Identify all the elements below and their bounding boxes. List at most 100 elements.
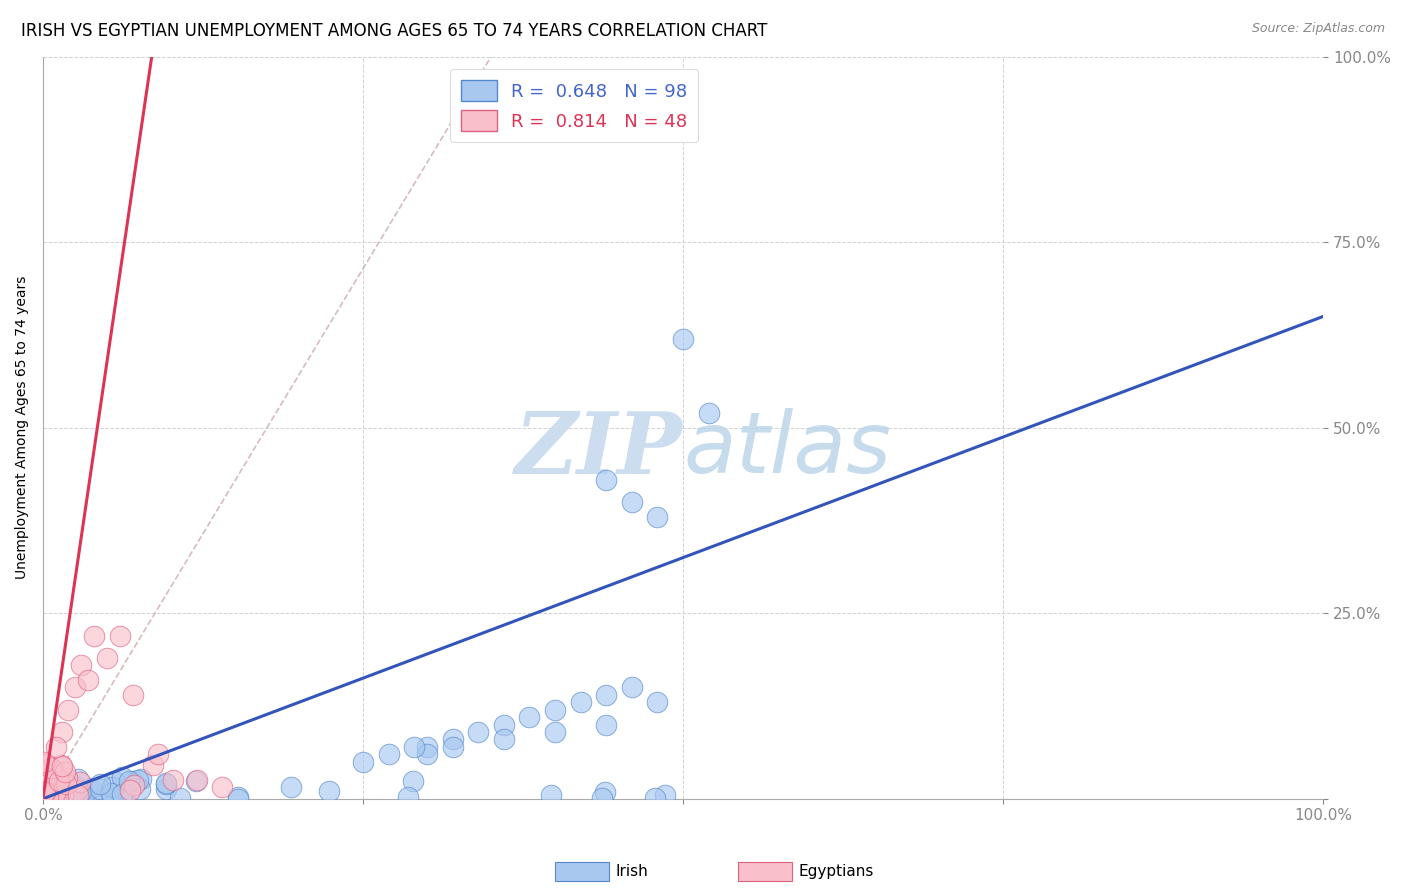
Point (280, 780, 302, 794)
Point (100, 786, 122, 800)
Point (35, 781, 58, 796)
Legend: R =  0.648   N = 98, R =  0.814   N = 48: R = 0.648 N = 98, R = 0.814 N = 48 (450, 70, 699, 142)
Point (39, 790, 62, 805)
Point (72, 789, 94, 803)
Point (44, 785, 66, 799)
Text: atlas: atlas (683, 409, 891, 491)
Point (41, 774, 63, 789)
Point (127, 772, 149, 787)
Point (37, 771, 59, 785)
Point (32, 755, 55, 769)
Point (100, 791, 122, 805)
Point (595, 785, 617, 799)
Point (228, 790, 250, 805)
Point (519, 710, 541, 724)
Point (69, 784, 91, 798)
Point (129, 772, 152, 786)
Point (595, 717, 617, 731)
Point (46, 781, 69, 796)
Point (67, 785, 90, 799)
Point (620, 495, 643, 509)
Point (416, 739, 439, 754)
Point (38, 782, 60, 797)
Point (62, 782, 84, 797)
Point (37, 774, 59, 789)
Point (35, 757, 58, 772)
Point (595, 473, 617, 487)
Point (66, 772, 89, 787)
Point (62, 784, 84, 798)
Point (34, 766, 56, 780)
Text: Source: ZipAtlas.com: Source: ZipAtlas.com (1251, 22, 1385, 36)
Point (44, 789, 66, 803)
Text: Egyptians: Egyptians (799, 864, 875, 879)
Point (72, 788, 94, 802)
Point (63, 778, 86, 792)
Point (402, 773, 425, 788)
Point (644, 791, 666, 805)
Point (83, 628, 105, 642)
Point (42, 779, 65, 793)
Point (318, 783, 340, 797)
Point (32, 787, 55, 801)
Point (55, 788, 77, 802)
Point (186, 773, 208, 788)
Point (39, 761, 62, 775)
Point (35, 787, 58, 801)
Point (467, 725, 489, 739)
Point (48, 787, 70, 801)
Point (44, 773, 66, 788)
Point (32, 783, 55, 797)
Point (41, 778, 63, 792)
Point (155, 776, 177, 790)
Point (37, 782, 59, 797)
Point (44, 786, 66, 800)
Point (39, 773, 62, 788)
Point (118, 783, 141, 797)
Point (48, 773, 70, 788)
Point (111, 770, 134, 784)
Text: ZIP: ZIP (515, 409, 683, 491)
Point (56, 781, 79, 796)
Point (141, 757, 163, 772)
Point (69, 774, 91, 789)
Point (122, 774, 145, 789)
Point (53, 765, 76, 780)
Point (37, 766, 59, 780)
Point (416, 747, 439, 762)
Point (441, 739, 464, 754)
Point (48, 780, 70, 795)
Point (63, 788, 86, 802)
Point (51, 787, 73, 801)
Point (377, 747, 399, 762)
Text: Irish: Irish (616, 864, 648, 879)
Point (56, 771, 79, 785)
Point (647, 509, 669, 524)
Point (441, 732, 464, 747)
Point (66, 782, 89, 797)
Y-axis label: Unemployment Among Ages 65 to 74 years: Unemployment Among Ages 65 to 74 years (15, 276, 30, 580)
Point (108, 628, 131, 642)
Point (76, 673, 98, 687)
Point (44, 791, 66, 805)
Point (226, 791, 249, 805)
Point (101, 780, 124, 794)
Point (49, 757, 72, 772)
Point (544, 703, 567, 717)
Point (35, 772, 58, 786)
Point (211, 780, 233, 794)
Point (115, 782, 138, 797)
Point (41, 782, 63, 797)
Point (55, 777, 77, 791)
Point (49, 783, 72, 797)
Point (155, 777, 177, 791)
Point (111, 788, 134, 802)
Point (118, 773, 141, 788)
Point (122, 778, 145, 792)
Point (654, 788, 676, 802)
Point (67, 788, 90, 802)
Point (492, 717, 515, 731)
Point (45, 739, 67, 754)
Point (32, 766, 55, 780)
Point (51, 725, 73, 739)
